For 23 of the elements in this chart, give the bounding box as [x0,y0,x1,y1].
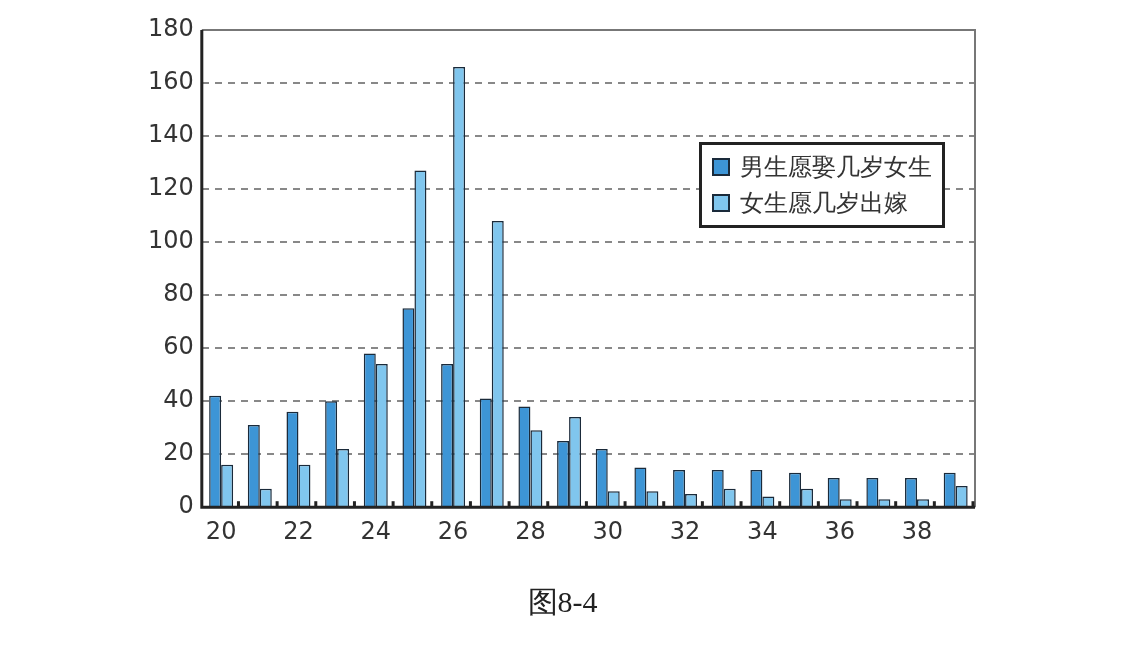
y-tick-label: 0 [178,491,194,520]
y-tick-label: 20 [163,438,194,467]
y-tick-label: 80 [163,279,194,308]
y-tick-label: 140 [148,120,194,149]
x-tick-label: 38 [901,516,933,545]
caption: 图8-4 [526,584,599,620]
y-tick-label: 60 [163,332,194,361]
x-tick-label: 30 [592,516,624,545]
x-tick-label: 28 [515,516,546,545]
legend-label: 男生愿娶几岁女生 [740,152,932,183]
y-tick-label: 180 [148,14,194,43]
y-tick-label: 40 [163,385,194,414]
x-tick-label: 36 [824,516,855,545]
x-tick-label: 24 [360,516,392,545]
x-tick-label: 22 [283,516,314,545]
legend-label: 女生愿几岁出嫁 [740,188,908,219]
x-tick-label: 34 [747,516,778,545]
y-tick-label: 100 [148,226,194,255]
x-tick-label: 26 [437,516,469,545]
x-tick-label: 20 [205,516,237,545]
y-tick-label: 160 [148,67,194,96]
x-tick-label: 32 [669,516,701,545]
y-tick-label: 120 [148,173,194,202]
